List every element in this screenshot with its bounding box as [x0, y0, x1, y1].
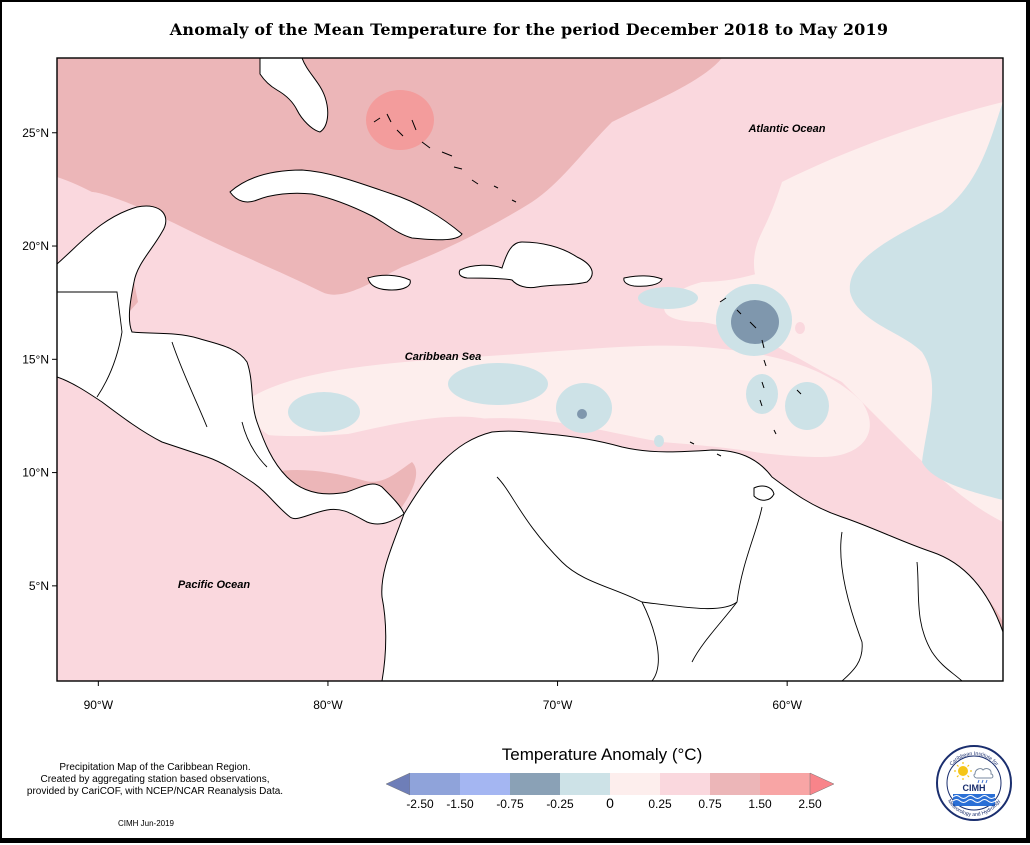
lat-tick-label: 10°N: [22, 466, 49, 480]
footnote-line-1: Precipitation Map of the Caribbean Regio…: [59, 762, 251, 773]
land-hispaniola: [458, 241, 593, 289]
longitude-axis: 90°W 80°W 70°W 60°W: [84, 681, 803, 712]
anomaly-field: [57, 58, 1003, 681]
anomaly-neg-0.75-to-neg-0.25-small: [577, 409, 587, 419]
anomaly-neg-0.25-to-0-barbados: [785, 382, 829, 430]
lat-tick-label: 20°N: [22, 239, 49, 253]
label-pacific-ocean: Pacific Ocean: [178, 579, 250, 591]
lat-tick-label: 5°N: [29, 579, 49, 593]
lat-tick-label: 15°N: [22, 352, 49, 366]
anomaly-neg-0.25-to-0-east-atlantic: [849, 102, 1003, 500]
label-caribbean-sea: Caribbean Sea: [405, 351, 481, 363]
label-atlantic-ocean: Atlantic Ocean: [747, 123, 825, 135]
anomaly-1.5-to-2.5-bahamas: [366, 90, 434, 150]
coastlines: [57, 58, 1003, 681]
legend-tick-label: 0: [606, 795, 614, 811]
legend-tick-label: 1.50: [748, 797, 772, 811]
anomaly-neg-0.25-to-0-west-caribbean: [288, 392, 360, 432]
lon-tick-label: 90°W: [84, 698, 114, 712]
legend-swatch: [809, 772, 835, 796]
legend-tick-label: 0.25: [648, 797, 672, 811]
anomaly-neg-0.75-to-neg-0.25-core: [731, 300, 779, 344]
legend-swatch: [410, 773, 460, 795]
legend-tick-label: -2.50: [406, 797, 434, 811]
anomaly-neg-0.25-to-0-grenada: [654, 435, 664, 447]
border-venezuela-guyana: [691, 506, 763, 663]
border-brazil-venezuela: [641, 601, 738, 610]
anomaly-0.75-to-1.5-north: [57, 58, 722, 295]
land-puerto-rico: [623, 275, 663, 287]
legend-tick-label: -1.50: [446, 797, 474, 811]
border-colombia-venezuela: [496, 476, 659, 681]
anomaly-0.25-to-0.75-spot: [795, 322, 805, 334]
border-central-america-2: [171, 341, 208, 428]
border-central-america-3: [241, 421, 268, 468]
land-central-america: [57, 205, 405, 525]
credit-text: CIMH Jun-2019: [117, 819, 175, 828]
land-trinidad: [753, 485, 775, 501]
border-central-america-1: [96, 331, 123, 398]
land-bahamas: [373, 113, 517, 203]
legend-swatch: [710, 773, 760, 795]
footnote-line-2: Created by aggregating station based obs…: [40, 774, 270, 785]
anomaly-neg-0.25-to-0-central-caribbean: [448, 363, 548, 405]
border-mexico-guatemala: [57, 291, 123, 333]
lon-tick-label: 60°W: [772, 698, 802, 712]
legend-swatch: [460, 773, 510, 795]
legend-tick-label: -0.25: [546, 797, 574, 811]
wave-icon: [952, 794, 996, 806]
legend-swatch: [560, 773, 610, 795]
legend-tick-label: -0.75: [496, 797, 524, 811]
legend-swatch: [385, 772, 411, 796]
map-title: Anomaly of the Mean Temperature for the …: [169, 20, 889, 39]
latitude-axis: 25°N 20°N 15°N 10°N 5°N: [22, 126, 57, 593]
land-lesser-antilles: [689, 297, 802, 457]
country-borders: [57, 291, 963, 681]
legend-tick-label: 0.75: [698, 797, 722, 811]
lat-tick-label: 25°N: [22, 126, 49, 140]
plot-frame: [56, 57, 1004, 682]
lon-tick-label: 70°W: [543, 698, 573, 712]
legend-swatch: [510, 773, 560, 795]
anomaly-neg-0.25-to-0-curacao: [556, 383, 612, 433]
anomaly-neg-0.25-to-0-windward: [746, 374, 778, 414]
small-islands: [373, 113, 802, 457]
border-guyana-suriname: [840, 531, 863, 681]
anomaly-neg-0.25-to-0-puerto-rico: [638, 287, 698, 309]
logo-abbr: CIMH: [963, 783, 986, 793]
legend-swatch: [610, 773, 660, 795]
legend-swatch: [760, 773, 810, 795]
footnote-line-3: provided by CariCOF, with NCEP/NCAR Rean…: [26, 786, 284, 797]
legend-title: Temperature Anomaly (°C): [501, 745, 703, 764]
sun-cloud-rain-icon: [954, 762, 994, 784]
border-suriname-french-guiana: [916, 561, 963, 681]
legend-tick-label: 2.50: [798, 797, 822, 811]
cimh-logo: CIMH Caribbean Institute for Meteorology…: [936, 745, 1012, 821]
land-south-america: [381, 430, 1003, 681]
land-cuba: [229, 169, 463, 241]
legend-swatch: [660, 773, 710, 795]
land-jamaica: [367, 274, 411, 291]
land-florida: [259, 58, 329, 133]
lon-tick-label: 80°W: [313, 698, 343, 712]
legend-colorbar: -2.50 -1.50 -0.75 -0.25 0 0.25 0.75 1.50 2.50: [385, 772, 835, 811]
